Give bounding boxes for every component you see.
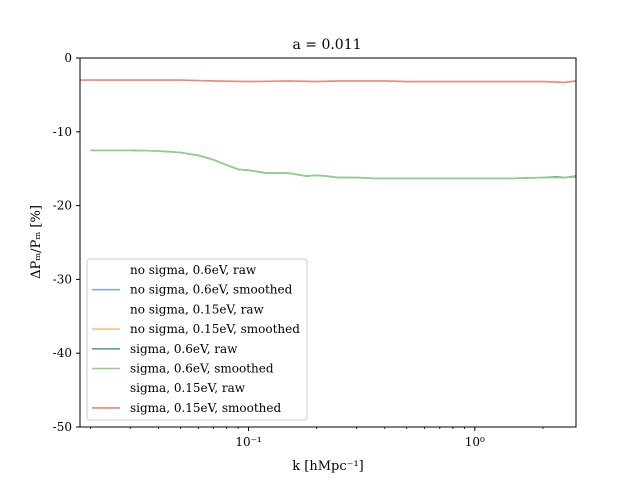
legend-entry: no sigma, 0.15eV, smoothed [130,322,300,336]
chart-title: a = 0.011 [292,37,361,53]
legend-entry: no sigma, 0.6eV, smoothed [130,283,293,297]
y-tick-label: -20 [53,199,72,213]
legend-entry: sigma, 0.15eV, smoothed [130,401,281,415]
series-line-7 [80,79,577,84]
y-tick-label: -10 [53,125,72,139]
y-tick-label: 0 [64,51,72,65]
legend-entry: sigma, 0.6eV, smoothed [130,362,274,376]
plot-area [80,79,577,180]
legend-entry: no sigma, 0.15eV, raw [130,302,265,316]
series-line-4 [90,149,577,180]
legend-entry: sigma, 0.15eV, raw [130,381,246,395]
series-line-5 [90,149,577,180]
legend-box [86,258,308,421]
legend-entry: sigma, 0.6eV, raw [130,342,238,356]
x-tick-label: 10⁰ [465,435,485,449]
y-axis-label: ΔPₘ/Pₘ [%] [29,205,44,279]
y-tick-label: -30 [53,272,72,286]
y-tick-label: -40 [53,346,72,360]
axes-frame [79,57,577,428]
x-axis-label: k [hMpc⁻¹] [292,459,364,474]
x-axis: 10⁻¹ 10⁰ [89,427,544,449]
y-tick-label: -50 [53,420,72,434]
x-tick-label: 10⁻¹ [235,435,261,449]
legend: no sigma, 0.6eV, raw no sigma, 0.6eV, smo… [86,258,308,421]
legend-entry: no sigma, 0.6eV, raw [130,263,257,277]
y-axis: 0 -10 -20 -30 -40 -50 [53,51,80,434]
